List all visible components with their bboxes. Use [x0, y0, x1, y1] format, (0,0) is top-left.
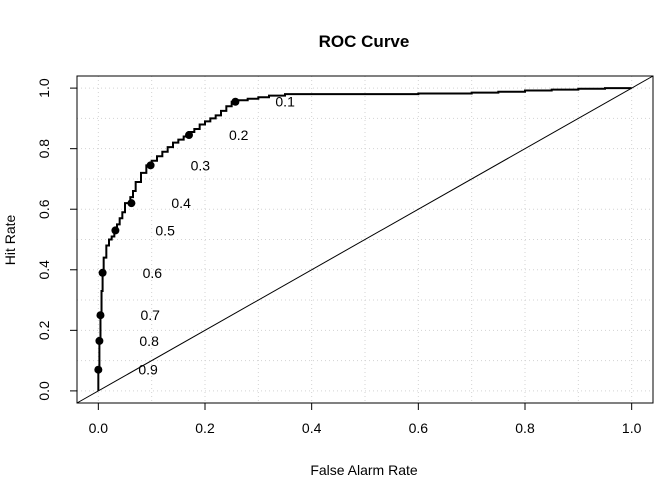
threshold-label: 0.7	[140, 307, 160, 323]
grid	[77, 76, 653, 403]
threshold-point	[96, 311, 105, 320]
x-tick-label: 0.8	[515, 420, 535, 436]
y-tick-label: 0.0	[36, 381, 52, 401]
threshold-point	[95, 336, 104, 345]
threshold-point	[127, 199, 136, 208]
x-tick-label: 0.4	[302, 420, 322, 436]
threshold-label: 0.9	[138, 362, 158, 378]
y-axis: 0.0 0.2 0.4 0.6 0.8 1.0	[36, 78, 78, 401]
threshold-point	[185, 131, 193, 140]
y-tick-label: 0.8	[36, 139, 52, 159]
reference-diagonal	[76, 75, 654, 404]
threshold-point	[98, 268, 107, 277]
x-axis: 0.0 0.2 0.4 0.6 0.8 1.0	[89, 402, 642, 436]
chart-title: ROC Curve	[319, 32, 410, 51]
threshold-label: 0.1	[275, 94, 295, 110]
roc-curve-line	[97, 87, 632, 391]
y-tick-label: 0.2	[36, 320, 52, 340]
y-tick-label: 1.0	[36, 78, 52, 98]
threshold-label: 0.6	[143, 265, 163, 281]
threshold-label: 0.4	[171, 195, 191, 211]
threshold-label: 0.8	[139, 333, 159, 349]
threshold-point	[231, 97, 240, 106]
threshold-point	[146, 161, 155, 170]
x-tick-label: 0.6	[409, 420, 429, 436]
roc-series	[97, 87, 632, 391]
threshold-label: 0.5	[155, 222, 175, 238]
y-tick-label: 0.6	[36, 199, 52, 219]
threshold-point	[94, 365, 103, 374]
x-tick-label: 1.0	[622, 420, 642, 436]
threshold-label: 0.3	[191, 157, 211, 173]
diagonal-line	[76, 75, 654, 404]
y-axis-label: Hit Rate	[2, 215, 18, 266]
x-axis-label: False Alarm Rate	[310, 462, 418, 478]
y-tick-label: 0.4	[36, 260, 52, 280]
threshold-point	[111, 226, 120, 235]
threshold-points: 0.9 0.8 0.7 0.6 0.5 0.4 0.3 0.2 0.1	[94, 94, 295, 378]
threshold-label: 0.2	[229, 127, 249, 143]
x-tick-label: 0.0	[89, 420, 109, 436]
x-tick-label: 0.2	[195, 420, 215, 436]
